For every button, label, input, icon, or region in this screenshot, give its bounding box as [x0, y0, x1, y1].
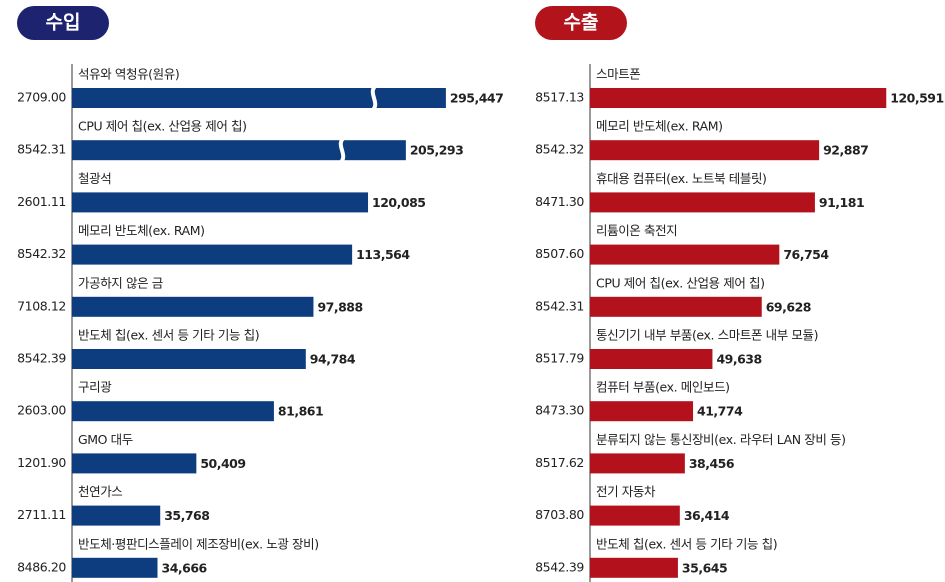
value-label: 295,447	[450, 91, 503, 106]
title-pill	[535, 6, 627, 40]
bar	[72, 349, 306, 369]
value-label: 120,085	[372, 195, 425, 210]
bar	[590, 88, 887, 108]
category-label: GMO 대두	[78, 432, 133, 447]
category-label: 가공하지 않은 금	[78, 275, 163, 290]
bar	[590, 296, 762, 317]
category-label: 구리광	[78, 380, 112, 395]
category-label: 반도체·평판디스플레이 제조장비(ex. 노광 장비)	[78, 536, 319, 551]
category-label: 스마트폰	[596, 67, 640, 82]
bar	[590, 192, 815, 213]
title-pill	[17, 6, 109, 40]
value-label: 94,784	[310, 352, 356, 367]
bar	[72, 88, 446, 108]
category-label: 반도체 칩(ex. 센서 등 기타 기능 칩)	[78, 328, 259, 343]
code-label: 2709.00	[17, 90, 66, 105]
value-label: 91,181	[819, 195, 864, 210]
axis-break	[336, 134, 348, 166]
category-label: 컴퓨터 부품(ex. 메인보드)	[596, 380, 730, 395]
chart-title: 수입	[46, 12, 81, 34]
bar	[72, 401, 274, 422]
code-label: 8486.20	[17, 559, 66, 574]
bar	[72, 140, 406, 161]
code-label: 8473.30	[535, 403, 584, 418]
axis-break	[368, 82, 380, 114]
value-label: 38,456	[689, 456, 735, 471]
bar	[590, 244, 780, 265]
bar	[72, 557, 158, 578]
code-label: 1201.90	[17, 455, 66, 470]
code-label: 7108.12	[17, 298, 66, 313]
code-label: 8542.39	[17, 351, 66, 366]
bar	[590, 453, 685, 474]
category-label: 메모리 반도체(ex. RAM)	[596, 119, 723, 134]
code-label: 8517.62	[535, 455, 584, 470]
category-label: 메모리 반도체(ex. RAM)	[78, 223, 205, 238]
code-label: 8517.13	[535, 90, 584, 105]
category-label: 석유와 역청유(원유)	[78, 67, 179, 82]
bar	[590, 140, 820, 161]
bar	[72, 296, 314, 317]
value-label: 97,888	[317, 299, 362, 314]
code-label: 8542.31	[17, 142, 66, 157]
value-label: 69,628	[766, 299, 811, 314]
value-label: 34,666	[162, 560, 208, 575]
category-label: 휴대용 컴퓨터(ex. 노트북 테블릿)	[596, 171, 767, 186]
value-label: 35,645	[682, 560, 727, 575]
value-label: 76,754	[783, 247, 829, 262]
code-label: 8542.32	[535, 142, 584, 157]
bar	[72, 192, 369, 213]
value-label: 113,564	[356, 247, 410, 262]
code-label: 8507.60	[535, 246, 584, 261]
bar	[72, 453, 197, 474]
value-label: 92,887	[823, 143, 868, 158]
code-label: 2601.11	[17, 194, 66, 209]
value-label: 36,414	[684, 508, 730, 523]
bar	[590, 505, 680, 526]
code-label: 2603.00	[17, 403, 66, 418]
value-label: 120,591	[890, 91, 943, 106]
value-label: 35,768	[164, 508, 209, 523]
category-label: CPU 제어 칩(ex. 산업용 제어 칩)	[78, 119, 247, 134]
value-label: 50,409	[200, 456, 245, 471]
code-label: 8471.30	[535, 194, 584, 209]
value-label: 49,638	[716, 352, 761, 367]
value-label: 205,293	[410, 143, 463, 158]
category-label: 리튬이온 축전지	[596, 223, 677, 238]
bar	[72, 505, 161, 526]
code-label: 8542.39	[535, 559, 584, 574]
code-label: 8703.80	[535, 507, 584, 522]
category-label: 천연가스	[78, 484, 122, 499]
category-label: 분류되지 않는 통신장비(ex. 라우터 LAN 장비 등)	[596, 432, 846, 447]
value-label: 81,861	[278, 404, 323, 419]
value-label: 41,774	[697, 404, 743, 419]
category-label: 통신기기 내부 부품(ex. 스마트폰 내부 모듈)	[596, 328, 818, 343]
category-label: 철광석	[78, 171, 111, 186]
code-label: 2711.11	[17, 507, 66, 522]
bar	[590, 401, 694, 422]
category-label: 반도체 칩(ex. 센서 등 기타 기능 칩)	[596, 536, 777, 551]
code-label: 8517.79	[535, 351, 584, 366]
bar	[590, 557, 678, 578]
chart-title: 수출	[564, 12, 599, 34]
code-label: 8542.31	[535, 298, 584, 313]
bar	[72, 244, 353, 265]
code-label: 8542.32	[17, 246, 66, 261]
category-label: 전기 자동차	[596, 484, 656, 499]
bar	[590, 349, 713, 369]
category-label: CPU 제어 칩(ex. 산업용 제어 칩)	[596, 275, 765, 290]
